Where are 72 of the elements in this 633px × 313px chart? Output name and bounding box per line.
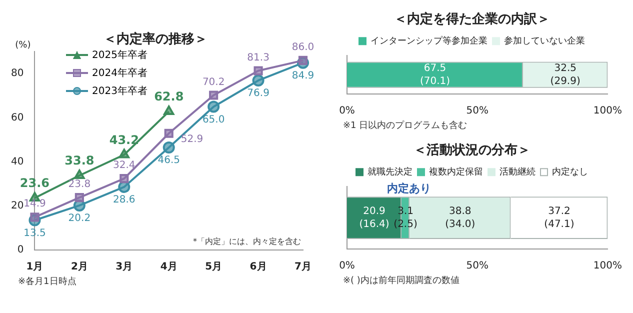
data-label: 65.0 — [202, 114, 225, 126]
data-label: 46.5 — [158, 155, 180, 166]
legend-label: 参加していない企業 — [504, 35, 585, 46]
legend-label: インターンシップ等参加企業 — [370, 35, 488, 46]
y-axis-title: (%) — [15, 40, 31, 50]
x-tick-label: 2月 — [70, 262, 88, 273]
point — [162, 141, 175, 154]
data-label: 70.2 — [202, 76, 225, 88]
legend-label: 2025年卒者 — [92, 48, 148, 62]
legend-label: 活動継続 — [500, 166, 536, 178]
data-label: 23.6 — [20, 176, 50, 190]
y-tick-label: 60 — [10, 112, 24, 124]
y-tick-label: 0 — [17, 244, 24, 256]
point — [30, 212, 40, 222]
data-label: 23.8 — [68, 179, 91, 190]
data-label: 33.8 — [64, 154, 94, 168]
x-tick-label: 0% — [339, 106, 355, 117]
point — [120, 174, 129, 184]
chart-title: ＜内定を得た企業の内訳＞ — [394, 11, 550, 28]
data-label: 32.5 (29.9) — [550, 62, 580, 87]
point — [208, 100, 220, 113]
point — [298, 56, 308, 65]
x-tick-label: 100% — [593, 260, 622, 272]
data-label: 38.8 (34.0) — [445, 206, 476, 230]
x-tick-label: 4月 — [160, 262, 178, 273]
point — [74, 169, 85, 179]
annotation: *「内定」には、内々定を含む — [193, 237, 301, 246]
data-label: 20.9 (16.4) — [359, 206, 390, 230]
legend-label: 2023年卒者 — [92, 84, 148, 98]
y-tick-label: 80 — [10, 68, 24, 80]
data-label: 32.4 — [113, 160, 136, 172]
point — [118, 180, 130, 193]
data-label: 86.0 — [292, 42, 314, 54]
point — [118, 148, 130, 158]
data-label: 52.9 — [180, 134, 204, 145]
legend-label: 内定なし — [552, 166, 588, 178]
x-tick-label: 0% — [339, 260, 355, 272]
y-tick-label: 40 — [10, 156, 24, 168]
x-tick-label: 1月 — [26, 262, 44, 273]
text: 内定あり — [387, 182, 431, 195]
x-tick-label: 6月 — [250, 262, 267, 273]
chart-title: ＜内定率の推移＞ — [104, 31, 208, 48]
x-tick-label: 7月 — [294, 262, 312, 273]
x-tick-label: 50% — [466, 260, 488, 272]
x-tick-label: 50% — [466, 106, 488, 117]
data-label: 76.9 — [247, 88, 270, 100]
data-label: 20.2 — [68, 213, 91, 224]
legend-label: 複数内定保留 — [429, 166, 483, 178]
x-tick-label: 100% — [593, 106, 622, 117]
data-label: 37.2 (47.1) — [544, 206, 574, 230]
data-label: 43.2 — [109, 132, 139, 147]
text: ※各月1日時点 — [18, 276, 78, 289]
data-label: 62.8 — [154, 90, 184, 104]
point — [74, 193, 84, 202]
x-tick-label: 5月 — [205, 262, 222, 273]
legend-label: 2024年卒者 — [92, 66, 148, 80]
x-tick-label: 3月 — [116, 262, 133, 273]
point — [164, 128, 174, 138]
point — [254, 66, 263, 76]
data-label: 13.5 — [24, 228, 46, 239]
point — [209, 90, 218, 100]
text: ※1 日以内のプログラムも含む — [343, 120, 468, 133]
data-label: 67.5 (70.1) — [420, 62, 450, 87]
y-tick-label: 20 — [10, 200, 24, 212]
point — [252, 74, 264, 86]
point — [164, 106, 174, 116]
data-label: 28.6 — [113, 194, 136, 206]
data-label: 81.3 — [247, 52, 270, 64]
legend-label: 就職先決定 — [368, 166, 412, 178]
chart-title: ＜活動状況の分布＞ — [414, 143, 530, 158]
data-label: 84.9 — [292, 70, 314, 82]
text: ※( )内は前年同期調査の数値 — [343, 275, 460, 288]
